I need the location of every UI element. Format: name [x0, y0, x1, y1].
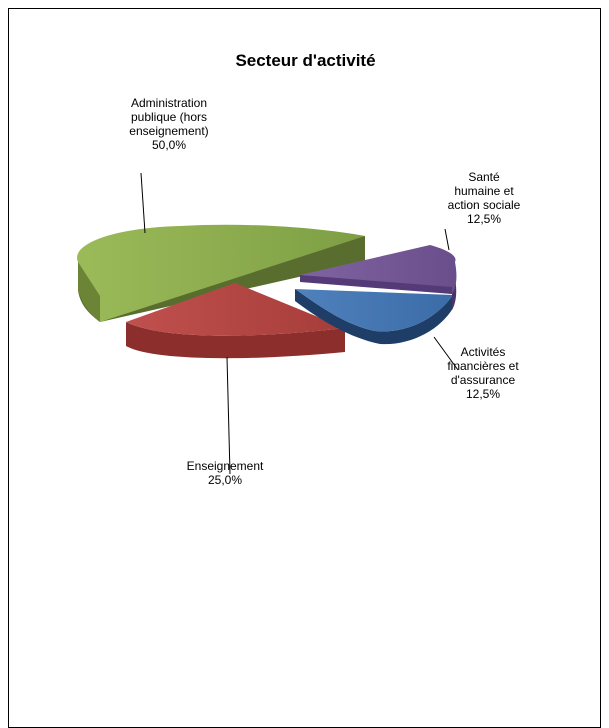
label-line: d'assurance [450, 373, 516, 387]
label-line: publique (hors [130, 110, 208, 124]
chart-title: Secteur d'activité [235, 51, 376, 70]
chart-frame: Secteur d'activité [8, 8, 601, 728]
label-activites: Activités financières et d'assurance 12,… [432, 345, 534, 401]
leader-line-administration [140, 172, 146, 234]
label-percent: 50,0% [151, 138, 187, 152]
slice-enseignement [126, 283, 345, 359]
label-line: action sociale [447, 198, 521, 212]
leader-line-enseignement [226, 356, 231, 475]
pie-chart [76, 172, 459, 475]
label-administration: Administration publique (hors enseigneme… [110, 96, 228, 152]
leader-line-activites [433, 336, 459, 371]
label-line: financières et [447, 359, 519, 373]
label-line: Administration [130, 96, 208, 110]
label-line: Activités [460, 345, 506, 359]
label-line: humaine et [454, 184, 514, 198]
slice-administration [76, 224, 366, 322]
label-line: enseignement) [129, 124, 209, 138]
leader-line-sante [444, 228, 450, 251]
slice-activites-financieres [295, 289, 453, 345]
slice-sante-humaine [300, 245, 457, 310]
label-sante: Santé humaine et action sociale 12,5% [432, 170, 536, 226]
label-percent: 12,5% [466, 212, 502, 226]
label-enseignement: Enseignement 25,0% [165, 459, 285, 487]
label-percent: 25,0% [207, 473, 243, 487]
label-line: Santé [468, 170, 500, 184]
label-line: Enseignement [186, 459, 264, 473]
label-percent: 12,5% [465, 387, 501, 401]
